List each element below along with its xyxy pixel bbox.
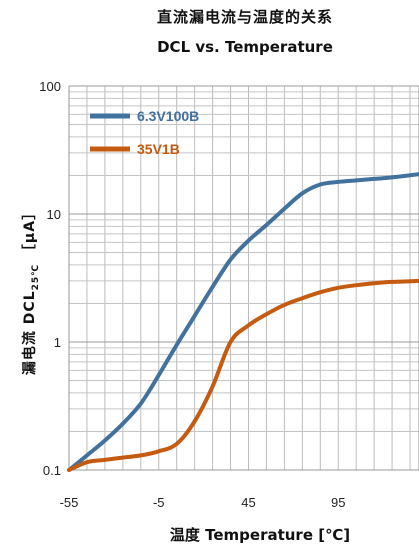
x-tick-label: -5 bbox=[153, 495, 165, 510]
chart-title: 直流漏电流与温度的关系 bbox=[156, 8, 333, 26]
legend-label: 35V1B bbox=[137, 141, 180, 157]
x-axis-label: 温度 Temperature [℃] bbox=[169, 526, 351, 544]
legend-label: 6.3V100B bbox=[137, 108, 199, 124]
chart-subtitle: DCL vs. Temperature bbox=[157, 38, 333, 56]
y-tick-label: 1 bbox=[54, 335, 61, 350]
series-line-6.3V100B bbox=[67, 172, 419, 472]
y-axis-label-subscript: 25℃ bbox=[30, 263, 41, 291]
y-axis-label-main: 漏电流 DCL bbox=[22, 290, 39, 376]
y-axis-label-unit: ［μA］ bbox=[22, 204, 39, 259]
series-line-35V1B bbox=[67, 278, 419, 472]
y-tick-label: 10 bbox=[47, 207, 61, 222]
x-tick-label: 95 bbox=[331, 495, 345, 510]
y-tick-label: 100 bbox=[39, 79, 61, 94]
y-tick-label: 0.1 bbox=[43, 463, 61, 478]
x-tick-label: 45 bbox=[241, 495, 255, 510]
y-axis-label: 漏电流 DCL25℃ ［μA］ bbox=[19, 205, 41, 375]
x-tick-label: -55 bbox=[60, 495, 79, 510]
